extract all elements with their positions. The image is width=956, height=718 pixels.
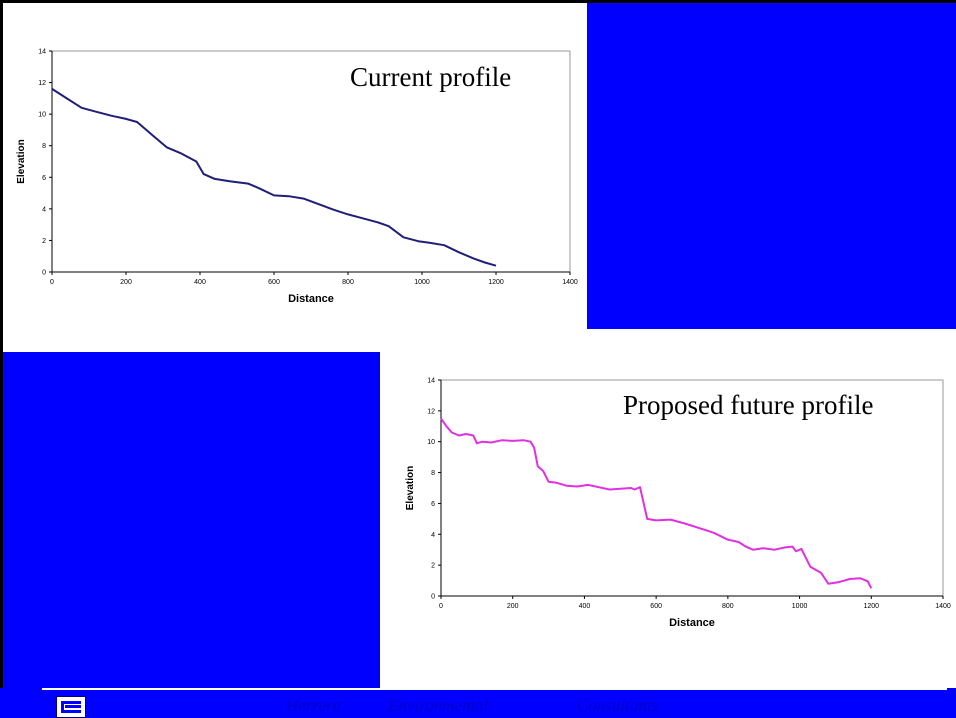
blue-panel-top-right <box>587 3 956 329</box>
footer-divider <box>42 688 947 690</box>
series-line-0 <box>51 88 497 267</box>
y-tick-label: 14 <box>38 49 46 56</box>
x-tick-label: 600 <box>650 603 662 610</box>
y-tick-label: 12 <box>427 408 435 415</box>
x-tick-label: 200 <box>120 279 132 286</box>
y-tick-label: 6 <box>431 501 435 508</box>
x-tick-label: 1200 <box>863 603 879 610</box>
y-axis-label: Elevation <box>405 466 416 510</box>
x-tick-label: 800 <box>342 279 354 286</box>
y-tick-label: 6 <box>42 175 46 182</box>
x-tick-label: 1400 <box>935 603 951 610</box>
x-tick-label: 400 <box>579 603 591 610</box>
x-tick-label: 1200 <box>488 279 504 286</box>
proposed-profile-chart: 0 2 4 6 8 10 12 14 0 200 400 600 800 1000 1200 1400 Dist… <box>405 372 956 634</box>
x-tick-label: 1000 <box>792 603 808 610</box>
current-profile-chart: 0 2 4 6 8 10 12 14 0 200 400 600 800 1000 1200 1400 Dist… <box>5 36 585 314</box>
x-axis-label: Distance <box>288 293 334 305</box>
proposed-profile-svg: 0 2 4 6 8 10 12 14 0 200 400 600 800 1000 1200 1400 Dist… <box>405 378 951 630</box>
footer-bar <box>0 688 956 718</box>
slide-border-top <box>0 0 956 3</box>
blue-panel-bottom-left <box>0 352 380 688</box>
footer-word-herrera: Herrera <box>286 696 342 715</box>
caption-current-profile: Current profile <box>350 62 512 92</box>
herrera-logo-icon <box>56 696 86 718</box>
x-axis-label: Distance <box>669 617 715 629</box>
y-tick-label: 8 <box>431 470 435 477</box>
series-line-1 <box>440 418 873 589</box>
y-tick-label: 2 <box>431 563 435 570</box>
y-tick-label: 14 <box>427 378 435 385</box>
y-tick-label: 0 <box>42 270 46 277</box>
footer-word-consultants: Consultants <box>577 696 659 715</box>
y-tick-label: 10 <box>427 439 435 446</box>
x-tick-label: 200 <box>507 603 519 610</box>
footer-word-environmental: Environmental <box>388 696 489 715</box>
x-tick-label: 1000 <box>414 279 430 286</box>
x-tick-label: 0 <box>50 279 54 286</box>
y-tick-label: 12 <box>38 80 46 87</box>
x-tick-label: 800 <box>722 603 734 610</box>
x-tick-label: 600 <box>268 279 280 286</box>
caption-proposed-profile: Proposed future profile <box>623 390 874 420</box>
x-tick-label: 0 <box>439 603 443 610</box>
y-tick-label: 8 <box>42 143 46 150</box>
y-axis-label: Elevation <box>16 139 27 183</box>
current-profile-svg: 0 2 4 6 8 10 12 14 0 200 400 600 800 1000 1200 1400 Dist… <box>16 49 578 306</box>
slide-border-left <box>0 0 3 718</box>
y-tick-label: 2 <box>42 238 46 245</box>
y-tick-label: 0 <box>431 594 435 601</box>
plot-area <box>440 379 944 597</box>
y-tick-label: 4 <box>431 532 435 539</box>
y-tick-label: 4 <box>42 206 46 213</box>
x-tick-label: 1400 <box>562 279 578 286</box>
x-tick-label: 400 <box>194 279 206 286</box>
y-tick-label: 10 <box>38 112 46 119</box>
plot-area <box>51 50 571 273</box>
